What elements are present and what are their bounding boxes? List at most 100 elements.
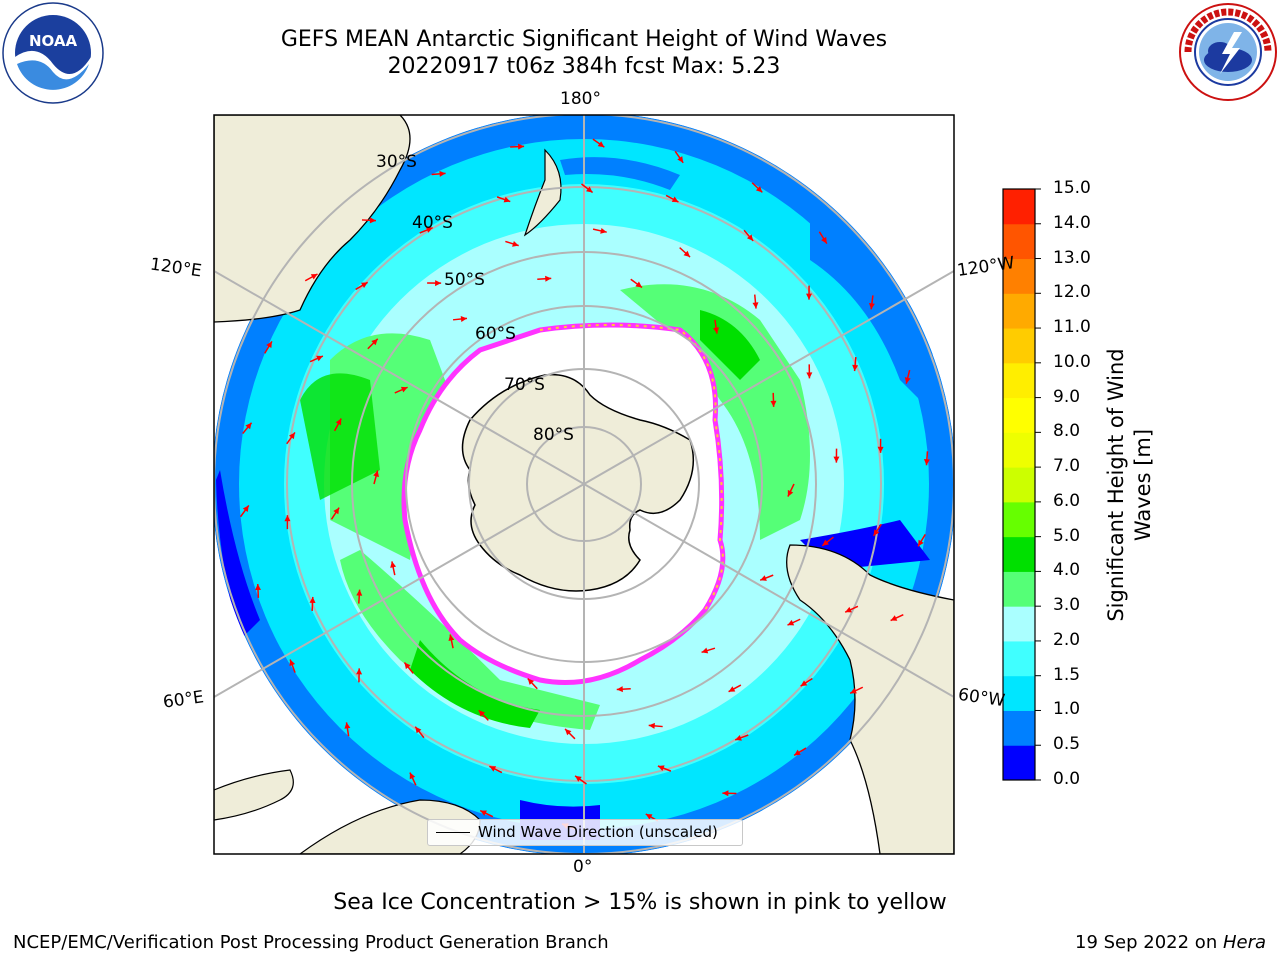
colorbar-bin	[1003, 258, 1035, 294]
wave-arrow-head	[787, 619, 795, 626]
wave-arrow-head	[868, 302, 875, 310]
wave-arrow-head	[333, 507, 340, 515]
wave-arrow-head	[356, 668, 363, 675]
wave-arrow-head	[335, 418, 342, 426]
wave-arrow-head	[439, 170, 446, 177]
wave-arrow-head	[425, 227, 433, 233]
wave-arrow-head	[545, 275, 552, 282]
colorbar-bin	[1003, 640, 1035, 677]
wave-arrow-head	[746, 234, 754, 241]
wave-arrow-head	[390, 561, 397, 568]
wave-arrow-head	[316, 355, 323, 362]
wave-arrow-head	[657, 765, 665, 771]
wave-arrow-head	[683, 250, 691, 258]
wave-arrow-head	[597, 141, 605, 148]
wave-arrow-head	[266, 341, 272, 349]
wave-arrow-head	[770, 400, 777, 407]
colorbar-tick-label: 9.0	[1053, 386, 1081, 407]
wave-arrow-head	[713, 327, 720, 334]
wave-arrow-head	[289, 659, 296, 667]
wave-arrow-head	[255, 583, 262, 591]
wave-arrow-head	[904, 377, 911, 384]
wave-arrow-head	[735, 735, 742, 741]
wave-arrow-head	[648, 722, 655, 729]
footer-date-text: 19 Sep 2022 on	[1075, 932, 1223, 953]
colorbar-tick-label: 13.0	[1053, 247, 1091, 268]
colorbar-tick-label: 15.0	[1053, 178, 1091, 198]
wave-arrow-head	[833, 456, 840, 463]
colorbar-bin	[1003, 189, 1035, 225]
colorbar-bin	[1003, 432, 1035, 468]
map-frame	[213, 114, 955, 855]
wave-arrow-head	[877, 446, 884, 453]
madagascar-landmass	[214, 769, 294, 821]
footer-branch: NCEP/EMC/Verification Post Processing Pr…	[13, 932, 609, 953]
wave-arrow-head	[371, 338, 378, 346]
colorbar-bin	[1003, 501, 1035, 538]
wave-arrow-head	[480, 810, 487, 816]
colorbar-bin	[1003, 397, 1035, 433]
colorbar-tick-label: 0.0	[1053, 769, 1081, 789]
wave-arrow-head	[245, 422, 252, 430]
wave-arrow-head	[728, 686, 736, 692]
colorbar-bin	[1003, 710, 1035, 746]
chart-subtitle: 20220917 t06z 384h fcst Max: 5.23	[387, 54, 781, 79]
colorbar-tick-label: 1.5	[1053, 664, 1081, 685]
colorbar-bin	[1003, 223, 1035, 260]
wave-arrow-head	[923, 459, 930, 466]
wave-arrow-head	[752, 302, 759, 309]
wave-arrow-head	[512, 240, 519, 247]
wave-arrow-head	[600, 227, 607, 234]
wave-arrow-head	[460, 315, 467, 322]
colorbar-tick-label: 10.0	[1053, 351, 1091, 372]
map-legend: Wind Wave Direction (unscaled)	[427, 819, 743, 846]
noaa-logo-icon: NOAA	[2, 2, 104, 104]
wave-arrow-head	[373, 470, 379, 478]
wave-arrow-head	[806, 293, 813, 300]
wave-arrow-head	[288, 432, 295, 440]
wave-arrow-head	[760, 575, 767, 581]
wave-arrow-head	[671, 196, 679, 203]
wave-arrow-head	[822, 539, 829, 546]
wave-arrow-head	[722, 790, 729, 797]
wind-wave-arrows	[239, 138, 930, 830]
colorbar-tick-label: 0.5	[1053, 734, 1081, 755]
colorbar-tick-label: 6.0	[1053, 490, 1081, 511]
wave-arrow-head	[616, 686, 623, 693]
wave-arrow-head	[415, 726, 422, 734]
wave-arrow-head	[645, 813, 653, 820]
graticule	[214, 115, 954, 854]
colorbar-bin	[1003, 328, 1035, 364]
wave-arrow-head	[503, 196, 511, 203]
wave-arrow-head	[517, 143, 525, 150]
colorbar-bin	[1003, 293, 1035, 329]
wave-arrow-head	[787, 489, 794, 497]
wave-arrow-head	[890, 615, 898, 621]
wave-arrow-head	[701, 647, 709, 654]
wave-arrow-head	[404, 662, 411, 670]
wave-arrow-head	[400, 386, 408, 393]
new-zealand-landmass	[523, 148, 562, 237]
wave-arrow-head	[310, 274, 318, 280]
nws-logo-icon	[1179, 3, 1277, 101]
wave-arrow-head	[918, 539, 924, 547]
footer-date: 19 Sep 2022 on Hera	[1075, 932, 1266, 953]
wave-arrow-head	[635, 281, 643, 288]
colorbar	[1003, 189, 1035, 781]
colorbar-tick-label: 5.0	[1053, 525, 1081, 546]
wave-arrow-head	[344, 722, 351, 729]
colorbar-tick-label: 12.0	[1053, 282, 1091, 303]
wave-arrow-head	[284, 515, 291, 522]
wave-arrow-head	[806, 372, 813, 379]
legend-label: Wind Wave Direction (unscaled)	[478, 823, 718, 841]
wave-arrow-head	[821, 236, 827, 244]
wave-arrow-head	[575, 775, 582, 782]
colorbar-bin	[1003, 571, 1035, 607]
wave-arrow-head	[356, 589, 363, 596]
wave-arrow-head	[755, 186, 763, 193]
wave-arrow-head	[677, 156, 684, 163]
colorbar-tick-label: 4.0	[1053, 560, 1081, 581]
australia-landmass	[214, 115, 411, 323]
wave-arrow-head	[800, 680, 808, 687]
